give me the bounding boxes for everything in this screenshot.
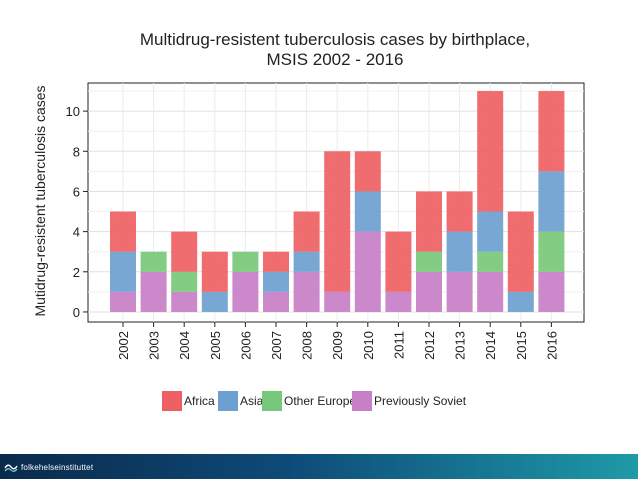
bar-2010-previously-soviet [354, 231, 381, 312]
bar-2002-previously-soviet [110, 291, 136, 312]
bar-2004-previously-soviet [171, 291, 198, 312]
y-tick-label: 4 [73, 225, 80, 240]
bar-2015-asia [507, 291, 534, 312]
bar-2012-previously-soviet [416, 271, 442, 312]
legend-swatch-asia [218, 391, 238, 411]
bar-2006-other-european [232, 251, 259, 272]
bar-2007-asia [263, 271, 289, 292]
legend-swatch-previously-soviet [352, 391, 372, 411]
legend-label-asia: Asia [240, 394, 264, 408]
bar-2012-other-european [416, 251, 442, 272]
bar-2005-asia [201, 291, 228, 312]
bar-2011-previously-soviet [385, 291, 412, 312]
bar-2014-asia [477, 211, 504, 252]
x-tick-label: 2010 [361, 331, 376, 360]
bar-2015-africa [507, 211, 534, 292]
y-tick-label: 10 [66, 104, 80, 119]
chart-title-line-1: Multidrug-resistent tuberculosis cases b… [140, 30, 530, 49]
bar-2010-africa [354, 151, 381, 192]
bars [110, 91, 565, 312]
bar-2002-africa [110, 211, 136, 252]
x-tick-label: 2012 [422, 331, 437, 360]
x-tick-label: 2016 [544, 331, 559, 360]
bar-2002-asia [110, 251, 136, 292]
bar-2003-other-european [140, 251, 167, 272]
legend-swatch-africa [162, 391, 182, 411]
bar-2003-previously-soviet [140, 271, 167, 312]
x-tick-label: 2002 [116, 331, 131, 360]
footer-bar: folkehelseinstituttet [0, 454, 638, 479]
legend: Africa Asia Other European Previously Sovie… [162, 391, 467, 411]
legend-label-other-european: Other European [284, 394, 369, 408]
bar-2009-previously-soviet [324, 291, 351, 312]
bar-2006-previously-soviet [232, 271, 259, 312]
y-tick-label: 6 [73, 184, 80, 199]
x-tick-label: 2006 [238, 331, 253, 360]
x-tick-label: 2009 [330, 331, 345, 360]
x-tick-label: 2003 [147, 331, 162, 360]
bar-2012-africa [416, 191, 442, 252]
footer-logo: folkehelseinstituttet [4, 460, 93, 474]
bar-2008-africa [293, 211, 320, 252]
bar-2016-other-european [538, 231, 565, 272]
bar-2005-africa [201, 251, 228, 292]
x-tick-label: 2007 [269, 331, 284, 360]
bar-2008-previously-soviet [293, 271, 320, 312]
bar-2009-africa [324, 151, 351, 292]
y-tick-label: 8 [73, 144, 80, 159]
x-tick-label: 2008 [300, 331, 315, 360]
bar-2014-other-european [477, 251, 504, 272]
x-tick-label: 2011 [391, 331, 406, 359]
chart-title: Multidrug-resistent tuberculosis cases b… [140, 30, 530, 69]
x-tick-label: 2013 [453, 331, 468, 360]
bar-2013-africa [446, 191, 473, 232]
x-tick-label: 2005 [208, 331, 223, 360]
chart: Multidrug-resistent tuberculosis cases b… [32, 30, 585, 411]
x-tick-label: 2015 [514, 331, 529, 360]
legend-label-previously-soviet: Previously Soviet [374, 394, 467, 408]
y-axis-label: Mutidrug-resistent tuberculosis cases [32, 85, 48, 316]
bar-2013-previously-soviet [446, 271, 473, 312]
x-tick-label: 2004 [177, 331, 192, 360]
bar-2014-previously-soviet [477, 271, 504, 312]
fhi-wave-icon [4, 464, 18, 472]
chart-title-line-2: MSIS 2002 - 2016 [266, 50, 403, 69]
legend-label-africa: Africa [184, 394, 215, 408]
bar-2016-asia [538, 171, 565, 232]
y-tick-label: 2 [73, 265, 80, 280]
bar-2016-previously-soviet [538, 271, 565, 312]
bar-2004-africa [171, 231, 198, 272]
bar-2007-africa [263, 251, 289, 272]
bar-2004-other-european [171, 271, 198, 292]
y-tick-label: 0 [73, 305, 80, 320]
bar-2013-asia [446, 231, 473, 272]
bar-2011-africa [385, 231, 412, 292]
y-axis-ticks: 0 2 4 6 8 10 [66, 104, 88, 320]
x-axis-ticks: 2002 2003 2004 2005 2006 2007 2008 2009 2010 2011… [116, 322, 559, 360]
bar-2014-africa [477, 91, 504, 212]
bar-2008-asia [293, 251, 320, 272]
bar-2016-africa [538, 91, 565, 172]
x-tick-label: 2014 [483, 331, 498, 360]
bar-2007-previously-soviet [263, 291, 289, 312]
footer-logo-text: folkehelseinstituttet [21, 462, 94, 472]
bar-2010-asia [354, 191, 381, 232]
legend-swatch-other-european [262, 391, 282, 411]
